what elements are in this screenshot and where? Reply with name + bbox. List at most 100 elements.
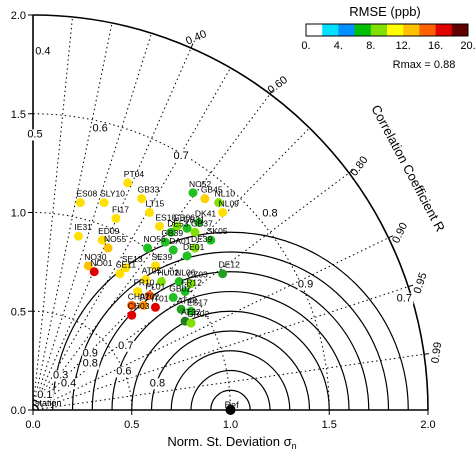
data-point <box>186 318 196 328</box>
sd-arc <box>32 212 231 411</box>
data-point-label: IT01 <box>151 293 168 303</box>
rmse-label: 0.9 <box>83 348 98 360</box>
correlation-line <box>32 22 113 411</box>
rmse-label: 0.8 <box>150 377 165 389</box>
outer-arc <box>32 14 429 411</box>
correlation-line <box>32 172 350 411</box>
rmse-label-bg <box>36 390 54 402</box>
data-point <box>182 223 192 233</box>
data-point-label: SK05 <box>207 226 228 236</box>
colorbar-cell <box>451 24 469 36</box>
rmse-label-bg <box>262 208 279 220</box>
data-point-label: GB06 <box>173 212 195 222</box>
colorbar-cell <box>419 24 436 36</box>
data-point-label: NO30 <box>84 252 106 262</box>
y-tick-label: 2.0 <box>11 10 26 22</box>
annotation-label: station <box>35 398 62 408</box>
colorbar-tick-label: 4. <box>334 40 343 52</box>
data-point-label: GB37 <box>191 218 213 228</box>
correlation-tick-label: 0.95 <box>412 271 430 295</box>
data-point <box>206 235 216 245</box>
y-tick-label: 1.5 <box>11 109 26 121</box>
data-point <box>174 277 184 287</box>
data-point <box>156 277 166 287</box>
y-tick-label: 0.5 <box>11 306 26 318</box>
x-axis-label: Norm. St. Deviation σn <box>167 434 296 451</box>
correlation-line <box>32 33 152 411</box>
rmse-contour <box>131 310 330 410</box>
rmse-label-bg <box>82 348 100 360</box>
data-point-label: GR02 <box>187 309 209 319</box>
data-point-label: FR12 <box>181 278 202 288</box>
data-point-label: NL09 <box>219 199 240 209</box>
data-point-label: DE53 <box>167 218 189 228</box>
rmse-label: 0.8 <box>262 207 277 219</box>
data-point <box>143 243 153 253</box>
data-point-label: NO01 <box>90 258 112 268</box>
data-point <box>99 198 109 208</box>
rmse-contour <box>71 251 390 410</box>
data-point-label: IE31 <box>74 222 92 232</box>
rmse-label-bg <box>34 46 52 58</box>
rmse-label: 0.7 <box>173 150 188 162</box>
correlation-line <box>32 127 310 411</box>
data-point <box>111 213 121 223</box>
colorbar-cell <box>370 24 388 36</box>
rmse-label-bg <box>60 378 78 390</box>
rmse-label: 0.6 <box>93 123 108 135</box>
data-point <box>145 208 155 217</box>
data-point <box>97 235 107 245</box>
data-point <box>160 237 170 247</box>
correlation-tick-label: 0.90 <box>390 221 410 246</box>
y-tick-label: 0.0 <box>11 405 26 417</box>
data-point-label: NO55 <box>104 234 126 244</box>
data-point-label: DK41 <box>195 208 217 218</box>
colorbar-tick-label: 16. <box>428 40 443 52</box>
data-point <box>186 306 196 316</box>
x-tick-label: 0.0 <box>25 419 40 431</box>
data-point-label: GB31 <box>183 214 205 224</box>
rmse-label: 0.7 <box>397 292 412 304</box>
colorbar-tick-label: 12. <box>396 40 411 52</box>
data-point <box>121 263 131 273</box>
data-point <box>141 275 151 285</box>
data-point <box>166 227 176 237</box>
data-point-label: PL01 <box>146 281 166 291</box>
data-point-label: DA01 <box>169 236 191 246</box>
rmse-label-bg <box>117 340 135 352</box>
data-point <box>137 194 147 204</box>
data-point-label: LT15 <box>146 199 165 209</box>
data-point <box>123 178 133 188</box>
data-point-label: HU02 <box>157 268 179 278</box>
correlation-tick-label: 0.40 <box>184 28 208 48</box>
data-point-label: SLY10 <box>100 189 125 199</box>
data-point-label: ES10 <box>155 212 176 222</box>
data-point <box>150 302 160 312</box>
data-point <box>194 217 204 227</box>
data-point <box>188 188 198 198</box>
colorbar-cell <box>354 24 372 36</box>
data-point-label: CH03 <box>128 301 150 311</box>
data-point <box>214 198 224 208</box>
data-point-label: FI17 <box>112 204 129 214</box>
data-point-label: AT05 <box>142 266 162 276</box>
data-point <box>218 208 228 217</box>
correlation-line <box>32 67 231 411</box>
rmse-contour <box>170 350 291 410</box>
rmse-label: 0.9 <box>298 279 313 291</box>
correlation-line <box>32 237 389 411</box>
data-point-label: ES17 <box>187 297 208 307</box>
rmse-label: 0.7 <box>118 340 133 352</box>
data-point-label: DE01 <box>183 242 205 252</box>
data-point-label: NO56 <box>144 234 166 244</box>
colorbar-cell <box>387 24 404 36</box>
colorbar-tick-label: 0. <box>301 40 310 52</box>
rmse-label: 0.4 <box>35 46 50 58</box>
data-point <box>127 300 137 310</box>
correlation-tick-label: 0.99 <box>429 341 444 364</box>
rmse-label-bg <box>52 370 70 382</box>
rmse-label: 0.4 <box>61 377 76 389</box>
data-point <box>133 287 143 296</box>
data-point <box>150 261 160 271</box>
